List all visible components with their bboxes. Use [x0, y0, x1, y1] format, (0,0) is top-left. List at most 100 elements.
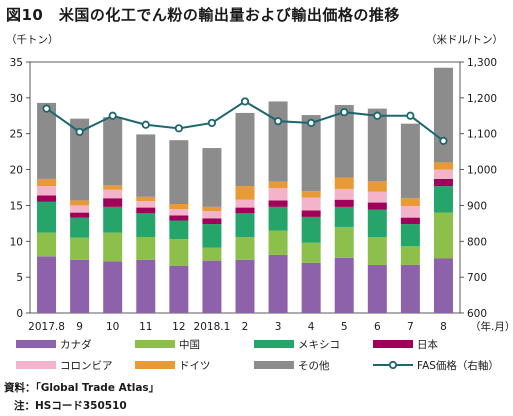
x-tick-label: 2017.8 — [28, 321, 65, 333]
bar-segment-other — [136, 134, 156, 197]
x-tick-label: 12 — [172, 321, 185, 333]
bar-segment-colombia — [433, 169, 453, 179]
left-tick-label: 5 — [16, 272, 23, 284]
bar-segment-mexico — [367, 209, 387, 237]
price-point — [141, 120, 150, 129]
left-tick-label: 20 — [10, 165, 23, 177]
bar-segment-china — [235, 236, 255, 260]
bar-segment-canada — [202, 260, 222, 313]
legend-swatch-germany — [135, 361, 175, 369]
legend-label-japan: 日本 — [417, 338, 438, 351]
bar-segment-china — [70, 237, 90, 260]
price-line — [42, 97, 448, 145]
legend-swatch-colombia — [16, 361, 56, 369]
price-point — [307, 118, 316, 128]
legend-label-colombia: コロンビア — [60, 360, 113, 372]
price-point — [406, 111, 415, 120]
price-point — [439, 136, 448, 145]
bar-segment-japan — [169, 215, 189, 221]
x-tick-labels: 2017.8 9 10 11 12 2018.1 2 3 4 5 6 7 8 — [28, 321, 447, 333]
bar-segment-colombia — [103, 189, 123, 199]
right-axis-unit: （米ドル/トン） — [426, 34, 504, 46]
bar-segment-germany — [136, 196, 156, 202]
bar-segment-mexico — [37, 201, 57, 233]
bar-segment-germany — [301, 191, 321, 198]
bar-segment-china — [202, 247, 222, 261]
bar-segment-other — [301, 115, 321, 192]
price-point — [42, 104, 51, 113]
bar-segment-mexico — [400, 224, 420, 247]
bar-segment-other — [103, 117, 123, 186]
bar-segment-germany — [334, 177, 354, 189]
legend-swatch-other — [254, 361, 294, 369]
x-tick-label: 2018.1 — [194, 321, 231, 333]
bar-segment-japan — [103, 198, 123, 207]
legend-swatch-mexico — [254, 340, 294, 348]
bar-segment-japan — [202, 218, 222, 225]
bar-segment-canada — [136, 259, 156, 313]
bar-segment-other — [70, 118, 90, 201]
bar-segment-canada — [103, 261, 123, 313]
bar-segment-mexico — [136, 213, 156, 237]
price-point — [75, 127, 84, 137]
chart-title: 図10 米国の化工でん粉の輸出量および輸出価格の推移 — [6, 6, 400, 24]
bar-segment-other — [400, 123, 420, 199]
bar-segment-colombia — [37, 186, 57, 196]
legend-swatch-japan — [373, 340, 413, 348]
bar-segment-china — [367, 236, 387, 265]
hs-code-note: 注：HSコード350510 — [14, 400, 127, 412]
bar-segment-canada — [301, 262, 321, 313]
bar-segment-japan — [235, 207, 255, 214]
bar-segment-japan — [136, 207, 156, 214]
bar-segment-canada — [235, 259, 255, 313]
x-tick-label: 3 — [275, 321, 282, 333]
bar-segment-other — [169, 140, 189, 204]
x-axis-unit: （年.月） — [470, 320, 513, 333]
bar-segment-other — [235, 112, 255, 187]
price-point — [273, 117, 283, 126]
bar-segment-germany — [37, 178, 57, 187]
x-tick-label: 11 — [139, 321, 152, 333]
bar-segment-mexico — [103, 206, 123, 233]
bar-segment-colombia — [334, 188, 354, 200]
bar-segment-canada — [400, 264, 420, 313]
x-tick-label: 5 — [341, 321, 348, 333]
bar-segment-colombia — [169, 209, 189, 216]
bar-segment-mexico — [202, 224, 222, 248]
bar-segment-germany — [268, 181, 288, 189]
bar-segment-canada — [367, 264, 387, 313]
right-tick-label: 1,300 — [467, 57, 497, 69]
bar-segment-colombia — [136, 201, 156, 208]
left-tick-label: 10 — [10, 236, 23, 248]
source-note: 資料：「Global Trade Atlas」 — [4, 382, 160, 394]
bar-segment-colombia — [70, 205, 90, 213]
bar-segment-china — [433, 212, 453, 259]
price-point — [240, 97, 250, 106]
bar-segment-germany — [367, 181, 387, 192]
bar-segment-china — [136, 236, 156, 260]
bar-segment-colombia — [202, 211, 222, 219]
x-tick-label: 6 — [374, 321, 381, 333]
price-point — [174, 124, 183, 133]
price-point — [340, 108, 349, 117]
bar-segment-china — [301, 242, 321, 263]
bar-segment-other — [202, 148, 222, 207]
legend-label-other: その他 — [298, 359, 330, 372]
bar-segment-other — [433, 67, 453, 163]
bar-segment-canada — [334, 257, 354, 313]
bar-segment-china — [400, 246, 420, 265]
bar-segment-canada — [37, 256, 57, 313]
bar-segment-mexico — [235, 213, 255, 237]
bar-segment-colombia — [367, 191, 387, 203]
bar-segment-germany — [433, 162, 453, 170]
bar-segment-japan — [301, 210, 321, 217]
bar-segment-japan — [70, 212, 90, 218]
right-tick-label: 1,100 — [467, 129, 497, 141]
left-tick-label: 0 — [16, 308, 23, 320]
price-point — [373, 111, 382, 120]
price-point — [108, 111, 117, 120]
x-tick-label: 8 — [440, 321, 447, 333]
legend-swatch-china — [135, 340, 175, 348]
x-tick-label: 2 — [242, 321, 249, 333]
